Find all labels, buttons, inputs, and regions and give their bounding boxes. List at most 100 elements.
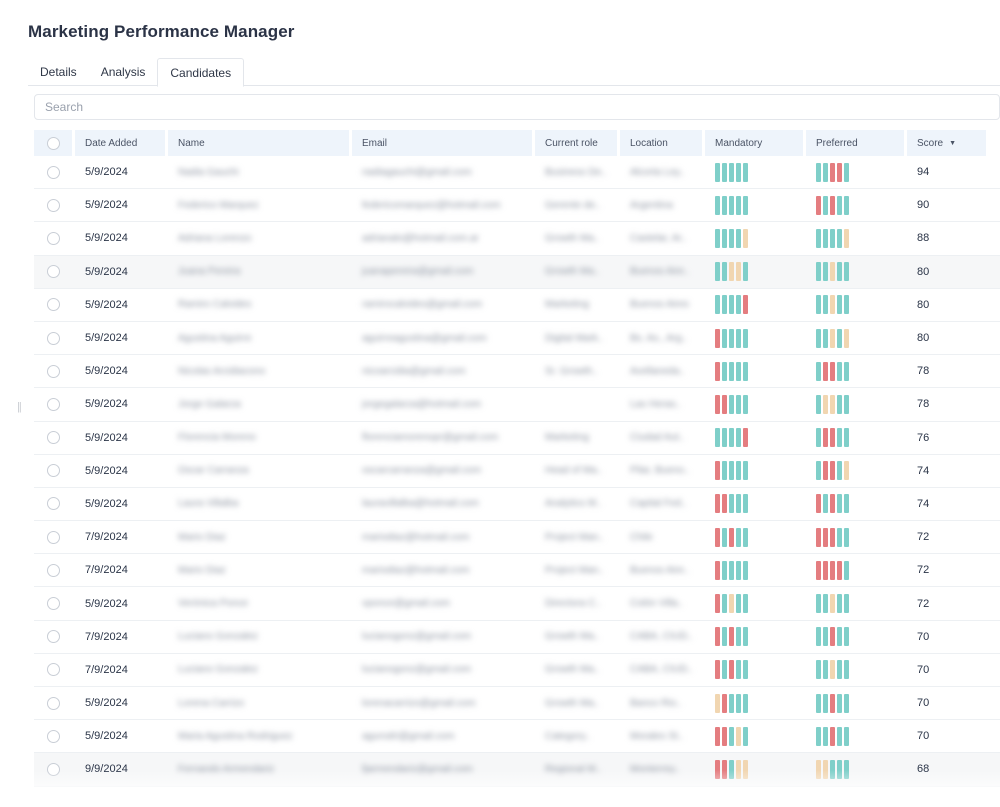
cell-name[interactable]: Mario Diaz bbox=[168, 521, 349, 553]
row-checkbox[interactable] bbox=[46, 597, 60, 611]
sort-desc-icon[interactable]: ▼ bbox=[949, 139, 957, 147]
table-row[interactable]: 5/9/2024 Laura Villalba lauravillalba@hotm… bbox=[34, 488, 1000, 522]
row-checkbox[interactable] bbox=[46, 265, 60, 279]
tab-analysis[interactable]: Analysis bbox=[100, 65, 146, 79]
row-select-cell[interactable] bbox=[34, 654, 72, 686]
candidate-name[interactable]: Oscar Carranza bbox=[178, 465, 249, 477]
candidate-name[interactable]: Mario Diaz bbox=[178, 531, 226, 543]
table-row[interactable]: 5/9/2024 Verónica Ponce vponce@gmail.com Di… bbox=[34, 587, 1000, 621]
candidate-name[interactable]: Jorge Galarza bbox=[178, 398, 241, 410]
row-checkbox[interactable] bbox=[46, 298, 60, 312]
cell-name[interactable]: Nicolas Arcidiacono bbox=[168, 355, 349, 387]
row-checkbox[interactable] bbox=[46, 530, 60, 544]
row-select-cell[interactable] bbox=[34, 521, 72, 553]
candidate-name[interactable]: Luciano Gonzalez bbox=[178, 631, 259, 643]
row-select-cell[interactable] bbox=[34, 189, 72, 221]
table-row[interactable]: 5/9/2024 Juana Pereira juanapereira@gmail.… bbox=[34, 255, 1000, 289]
header-current-role[interactable]: Current role bbox=[535, 130, 617, 156]
candidate-name[interactable]: Fernando Armendariz bbox=[178, 763, 275, 775]
cell-name[interactable]: Nadia Gauchi bbox=[168, 156, 349, 188]
header-mandatory[interactable]: Mandatory bbox=[705, 130, 803, 156]
cell-name[interactable]: Fernando Armendariz bbox=[168, 753, 349, 785]
row-select-cell[interactable] bbox=[34, 388, 72, 420]
header-location[interactable]: Location bbox=[620, 130, 702, 156]
header-preferred[interactable]: Preferred bbox=[806, 130, 904, 156]
table-row[interactable]: 5/9/2024 Oscar Carranza oscarcarranza@gmai… bbox=[34, 455, 1000, 488]
table-row[interactable]: 7/9/2024 Luciano Gonzalez lucianogonz@gmai… bbox=[34, 654, 1000, 687]
select-all-checkbox[interactable] bbox=[46, 136, 60, 150]
table-row[interactable]: 9/9/2024 Fernando Armendariz fjarmendariz@… bbox=[34, 753, 1000, 787]
row-select-cell[interactable] bbox=[34, 222, 72, 254]
cell-name[interactable]: Oscar Carranza bbox=[168, 455, 349, 487]
cell-name[interactable]: Agustina Aguirre bbox=[168, 322, 349, 354]
table-row[interactable]: 7/9/2024 Mario Diaz mariodiaz@hotmail.com P… bbox=[34, 521, 1000, 555]
row-select-cell[interactable] bbox=[34, 488, 72, 520]
row-select-cell[interactable] bbox=[34, 753, 72, 785]
table-row[interactable]: 5/9/2024 Florencia Moreno florenciamorenop… bbox=[34, 422, 1000, 455]
header-email[interactable]: Email bbox=[352, 130, 532, 156]
candidate-name[interactable]: Juana Pereira bbox=[178, 266, 241, 278]
row-select-cell[interactable] bbox=[34, 455, 72, 487]
table-row[interactable]: 5/9/2024 Agustina Aguirre aguirreagustina@… bbox=[34, 322, 1000, 356]
table-row[interactable]: 7/9/2024 Luciano Gonzalez lucianogonz@gmai… bbox=[34, 621, 1000, 654]
row-select-cell[interactable] bbox=[34, 554, 72, 586]
candidate-name[interactable]: Nadia Gauchi bbox=[178, 166, 239, 178]
table-row[interactable]: 5/9/2024 Ramiro Calvides ramirocalvides@gm… bbox=[34, 289, 1000, 322]
row-select-cell[interactable] bbox=[34, 289, 72, 321]
cell-name[interactable]: Ramiro Calvides bbox=[168, 289, 349, 321]
header-date-added[interactable]: Date Added bbox=[75, 130, 165, 156]
row-select-cell[interactable] bbox=[34, 256, 72, 288]
candidate-name[interactable]: Nicolas Arcidiacono bbox=[178, 365, 266, 377]
row-select-cell[interactable] bbox=[34, 422, 72, 454]
cell-name[interactable]: Juana Pereira bbox=[168, 256, 349, 288]
row-checkbox[interactable] bbox=[46, 397, 60, 411]
candidate-name[interactable]: Federico Marquez bbox=[178, 199, 259, 211]
candidate-name[interactable]: Laura Villalba bbox=[178, 498, 239, 510]
row-checkbox[interactable] bbox=[46, 630, 60, 644]
cell-name[interactable]: Luciano Gonzalez bbox=[168, 621, 349, 653]
row-checkbox[interactable] bbox=[46, 729, 60, 743]
row-checkbox[interactable] bbox=[46, 198, 60, 212]
cell-name[interactable]: Jorge Galarza bbox=[168, 388, 349, 420]
header-select-all[interactable] bbox=[34, 130, 72, 156]
cell-name[interactable]: Lorena Carrizo bbox=[168, 687, 349, 719]
table-row[interactable]: 5/9/2024 Maria Agustina Rodriguez agurodri… bbox=[34, 720, 1000, 754]
table-row[interactable]: 5/9/2024 Lorena Carrizo lorenacarrizo@gmai… bbox=[34, 687, 1000, 721]
row-select-cell[interactable] bbox=[34, 720, 72, 752]
row-checkbox[interactable] bbox=[46, 331, 60, 345]
table-row[interactable]: 5/9/2024 Jorge Galarza jorgegalarza@hotmai… bbox=[34, 388, 1000, 422]
row-checkbox[interactable] bbox=[46, 663, 60, 677]
row-select-cell[interactable] bbox=[34, 322, 72, 354]
cell-name[interactable]: Laura Villalba bbox=[168, 488, 349, 520]
cell-name[interactable]: Maria Agustina Rodriguez bbox=[168, 720, 349, 752]
candidate-name[interactable]: Adriana Lorenzo bbox=[178, 232, 252, 244]
row-select-cell[interactable] bbox=[34, 156, 72, 188]
row-checkbox[interactable] bbox=[46, 364, 60, 378]
candidate-name[interactable]: Verónica Ponce bbox=[178, 598, 249, 610]
row-select-cell[interactable] bbox=[34, 621, 72, 653]
cell-name[interactable]: Verónica Ponce bbox=[168, 587, 349, 619]
row-select-cell[interactable] bbox=[34, 587, 72, 619]
row-checkbox[interactable] bbox=[46, 696, 60, 710]
cell-name[interactable]: Luciano Gonzalez bbox=[168, 654, 349, 686]
cell-name[interactable]: Federico Marquez bbox=[168, 189, 349, 221]
cell-name[interactable]: Florencia Moreno bbox=[168, 422, 349, 454]
candidate-name[interactable]: Ramiro Calvides bbox=[178, 299, 252, 311]
drag-handle-icon[interactable]: || bbox=[17, 401, 22, 413]
row-checkbox[interactable] bbox=[46, 563, 60, 577]
table-row[interactable]: 5/9/2024 Adriana Lorenzo adrianalo@hotmail… bbox=[34, 222, 1000, 256]
row-checkbox[interactable] bbox=[46, 762, 60, 776]
row-checkbox[interactable] bbox=[46, 231, 60, 245]
candidate-name[interactable]: Maria Agustina Rodriguez bbox=[178, 730, 293, 742]
tab-details[interactable]: Details bbox=[40, 65, 77, 79]
table-row[interactable]: 7/9/2024 Mario Diaz mariodiaz@hotmail.com P… bbox=[34, 554, 1000, 588]
header-score[interactable]: Score ▼ bbox=[907, 130, 986, 156]
header-name[interactable]: Name bbox=[168, 130, 349, 156]
tab-candidates[interactable]: Candidates bbox=[157, 58, 245, 87]
row-checkbox[interactable] bbox=[46, 464, 60, 478]
row-checkbox[interactable] bbox=[46, 431, 60, 445]
row-checkbox[interactable] bbox=[46, 165, 60, 179]
row-select-cell[interactable] bbox=[34, 687, 72, 719]
candidate-name[interactable]: Florencia Moreno bbox=[178, 432, 256, 444]
candidate-name[interactable]: Mario Diaz bbox=[178, 564, 226, 576]
